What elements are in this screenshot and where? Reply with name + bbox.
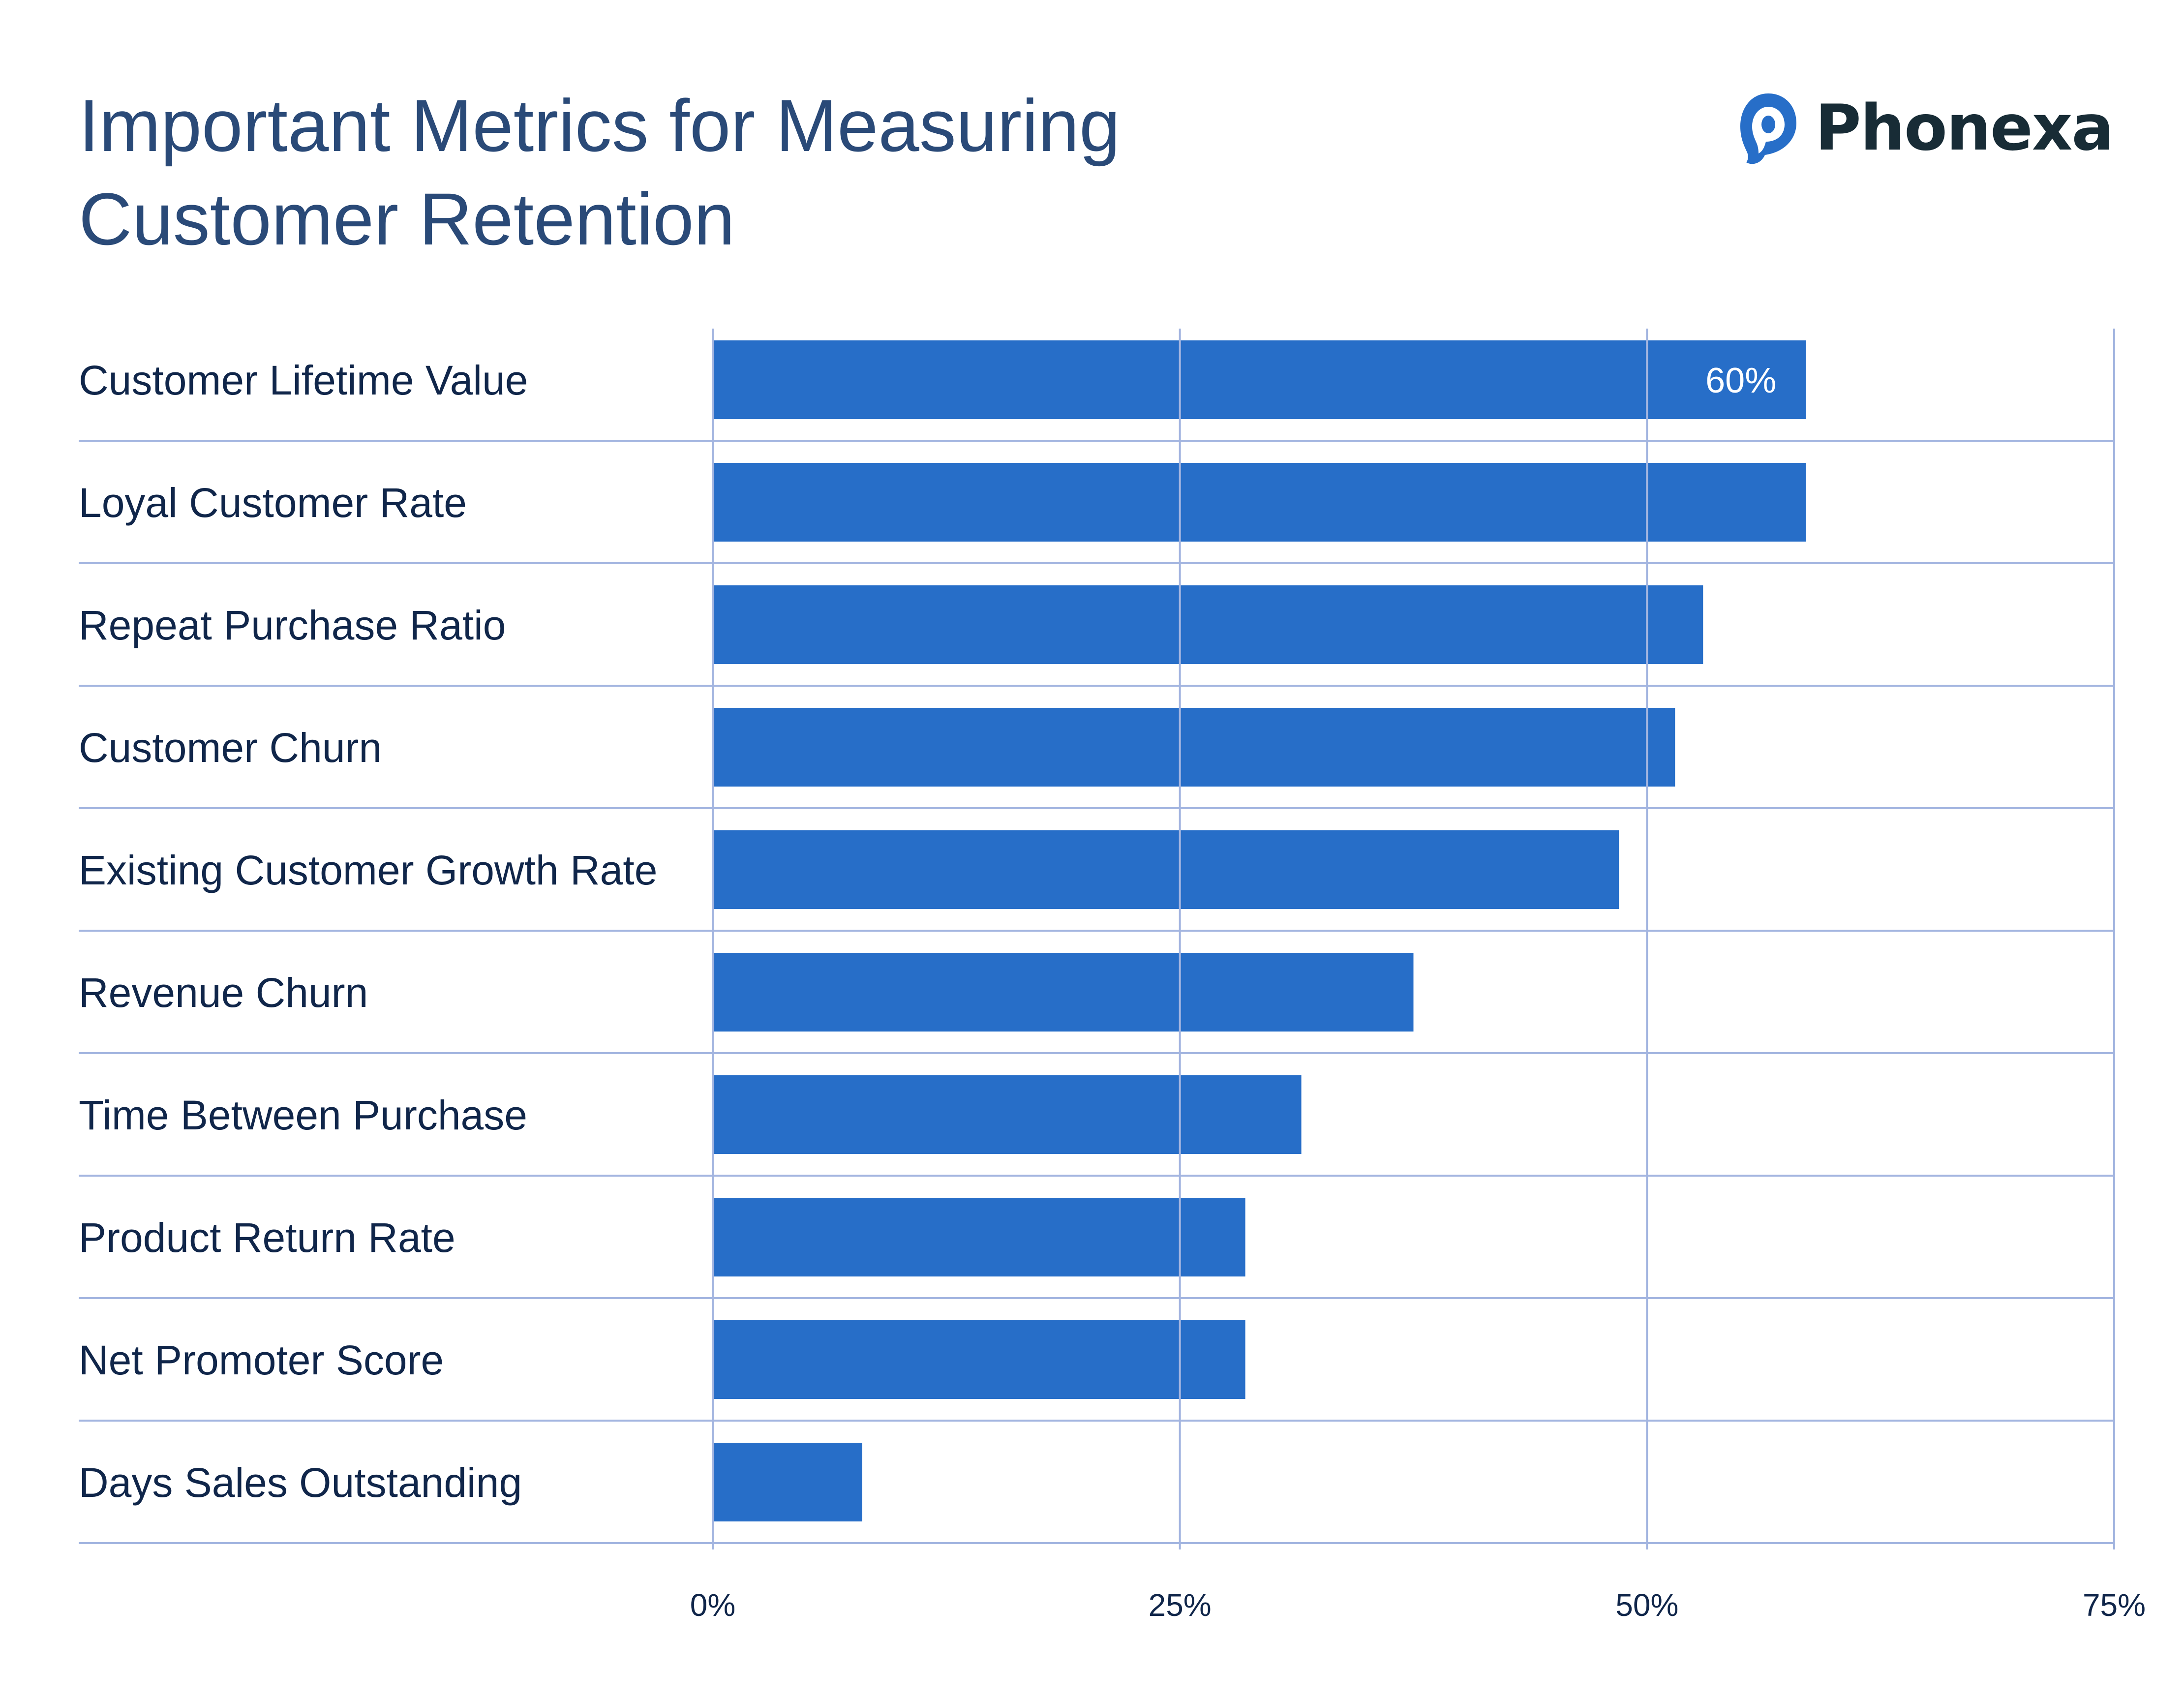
bar: [713, 1443, 862, 1521]
bar: [713, 1320, 1245, 1399]
bar: [713, 585, 1703, 664]
bar: [713, 830, 1619, 909]
category-label: Net Promoter Score: [79, 1337, 444, 1383]
phonexa-logo: Phonexa ®: [1736, 86, 2114, 170]
category-label: Repeat Purchase Ratio: [79, 602, 506, 648]
bar: [713, 340, 1806, 419]
category-label: Existing Customer Growth Rate: [79, 847, 657, 893]
bar: [713, 708, 1675, 787]
category-label: Time Between Purchase: [79, 1092, 527, 1138]
x-tick-label: 25%: [1149, 1587, 1212, 1623]
category-label: Product Return Rate: [79, 1214, 455, 1261]
title-line-2: Customer Retention: [79, 178, 735, 260]
x-tick-label: 0%: [690, 1587, 736, 1623]
category-label: Loyal Customer Rate: [79, 480, 467, 526]
title-line-1: Important Metrics for Measuring: [79, 84, 1121, 167]
bar: [713, 1198, 1245, 1276]
speech-bubble-logo-icon: [1740, 93, 1796, 164]
bar: [713, 953, 1414, 1032]
bar: [713, 463, 1806, 542]
logo-text: Phonexa: [1815, 91, 2114, 165]
chart-title: Important Metrics for Measuring Customer…: [79, 79, 1120, 266]
category-label: Customer Lifetime Value: [79, 357, 528, 403]
x-tick-label: 75%: [2083, 1587, 2146, 1623]
category-label: Revenue Churn: [79, 970, 368, 1016]
category-label: Customer Churn: [79, 725, 382, 771]
category-label: Days Sales Outstanding: [79, 1459, 522, 1506]
x-tick-label: 50%: [1615, 1587, 1678, 1623]
data-label: 60%: [1705, 361, 1776, 400]
bar: [713, 1075, 1302, 1154]
